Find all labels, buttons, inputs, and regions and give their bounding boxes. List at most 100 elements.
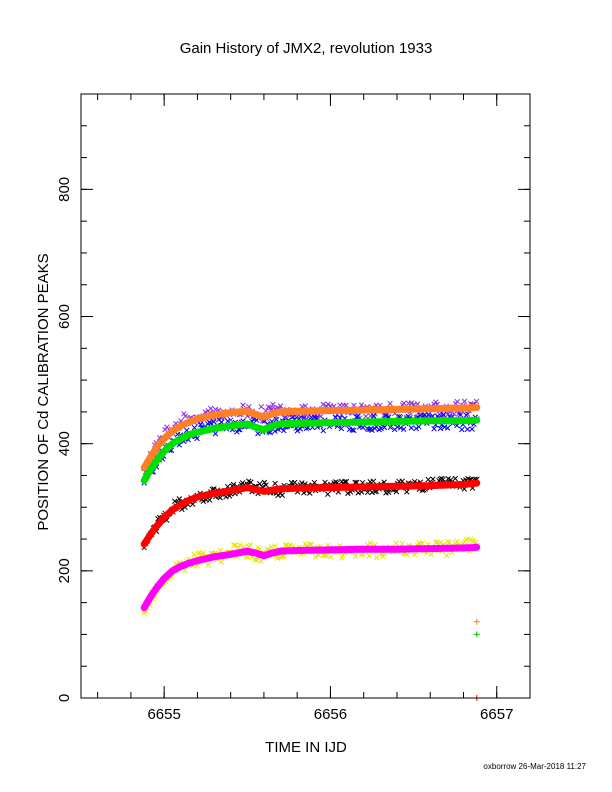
y-tick-label: 0 [56,694,73,702]
scatter-point [228,417,234,423]
scatter-point [272,480,278,487]
scatter-point [454,538,460,545]
scatter-point [217,495,223,501]
scatter-point [366,552,372,559]
scatter-point [431,426,437,432]
scatter-point [272,428,278,434]
chart-title: Gain History of JMX2, revolution 1933 [180,40,433,57]
scatter-point [279,553,286,560]
scatter-point [277,403,284,409]
scatter-point [196,549,202,556]
plus-marker-1 [473,631,480,638]
scatter-point [253,557,260,563]
scatter-point [281,414,287,421]
scatter-point [387,424,394,431]
scatter-point [320,427,327,434]
scatter-point [355,490,361,496]
scatter-point [261,479,268,486]
scatter-point [302,403,309,409]
scatter-point [232,542,238,548]
y-tick-label: 200 [56,558,73,583]
plot-frame [80,93,531,699]
scatter-point [208,420,214,426]
scatter-point [364,489,371,496]
scatter-point [230,481,237,488]
scatter-point [244,554,251,561]
scatter-point [367,540,374,546]
fit-curve-1 [140,416,481,485]
scatter-point [385,489,392,496]
scatter-point [419,540,426,547]
scatter-point [404,552,410,558]
scatter-point [443,552,450,559]
scatter-point [404,489,410,495]
scatter-point [328,554,334,560]
scatter-point [272,543,278,549]
scatter-point [303,425,310,432]
scatter-point [381,412,387,419]
scatter-point [382,412,389,418]
scatter-point [381,424,388,431]
scatter-point [323,552,330,559]
scatter-point [311,479,318,486]
scatter-point [373,554,380,561]
scatter-point [437,425,444,432]
scatter-point [206,419,213,426]
scatter-point [338,425,345,432]
scatter-point [275,492,281,499]
scatter-point [322,552,328,559]
scatter-point [469,426,475,432]
scatter-point [257,480,263,487]
scatter-point [393,540,399,546]
scatter-point [299,480,305,486]
scatter-point [182,413,189,419]
timestamp-footer: oxborrow 26-Mar-2018 11:27 [483,762,586,771]
scatter-point [332,414,339,421]
scatter-point [218,559,225,565]
scatter-point [307,490,313,496]
scatter-point [393,488,400,495]
scatter-point [355,413,361,419]
scatter-point [208,405,214,412]
scatter-point [194,435,200,442]
scatter-point [463,412,470,418]
scatter-point [370,478,377,485]
scatter-point [212,430,219,437]
scatter-point [351,427,357,434]
scatter-point [231,542,237,549]
scatter-point [473,398,480,405]
fit-curve-0 [140,403,481,472]
y-axis-label: POSITION OF Cd CALIBRATION PEAKS [35,253,52,530]
scatter-point [413,425,419,432]
x-axis-label: TIME IN IJD [265,739,347,756]
scatter-point [387,400,393,407]
scatter-point [176,496,183,502]
scatter-point [416,424,422,430]
scatter-point [248,479,254,485]
scatter-point [397,425,404,431]
scatter-point [459,426,465,433]
scatter-point [441,424,448,430]
scatter-point [325,401,331,407]
scatter-point [461,398,468,405]
scatter-point [237,542,243,548]
scatter-point [399,540,406,547]
plot-data-layer [140,398,481,701]
scatter-point [444,425,451,431]
y-tick-label: 600 [56,304,73,329]
scatter-point [401,400,407,406]
axis-layer: 6655 6656 6657 0 200 400 600 800 [56,94,530,723]
scatter-point [325,491,331,497]
scatter-point [378,425,384,432]
scatter-point [312,553,319,560]
scatter-point [349,427,355,433]
scatter-point [360,424,366,431]
x-tick-label: 6656 [314,706,347,723]
scatter-point [270,401,276,408]
scatter-point [457,412,464,418]
scatter-point [281,553,287,560]
fit-curve-3 [140,543,481,612]
scatter-point [162,426,168,433]
scatter-point [428,551,435,558]
